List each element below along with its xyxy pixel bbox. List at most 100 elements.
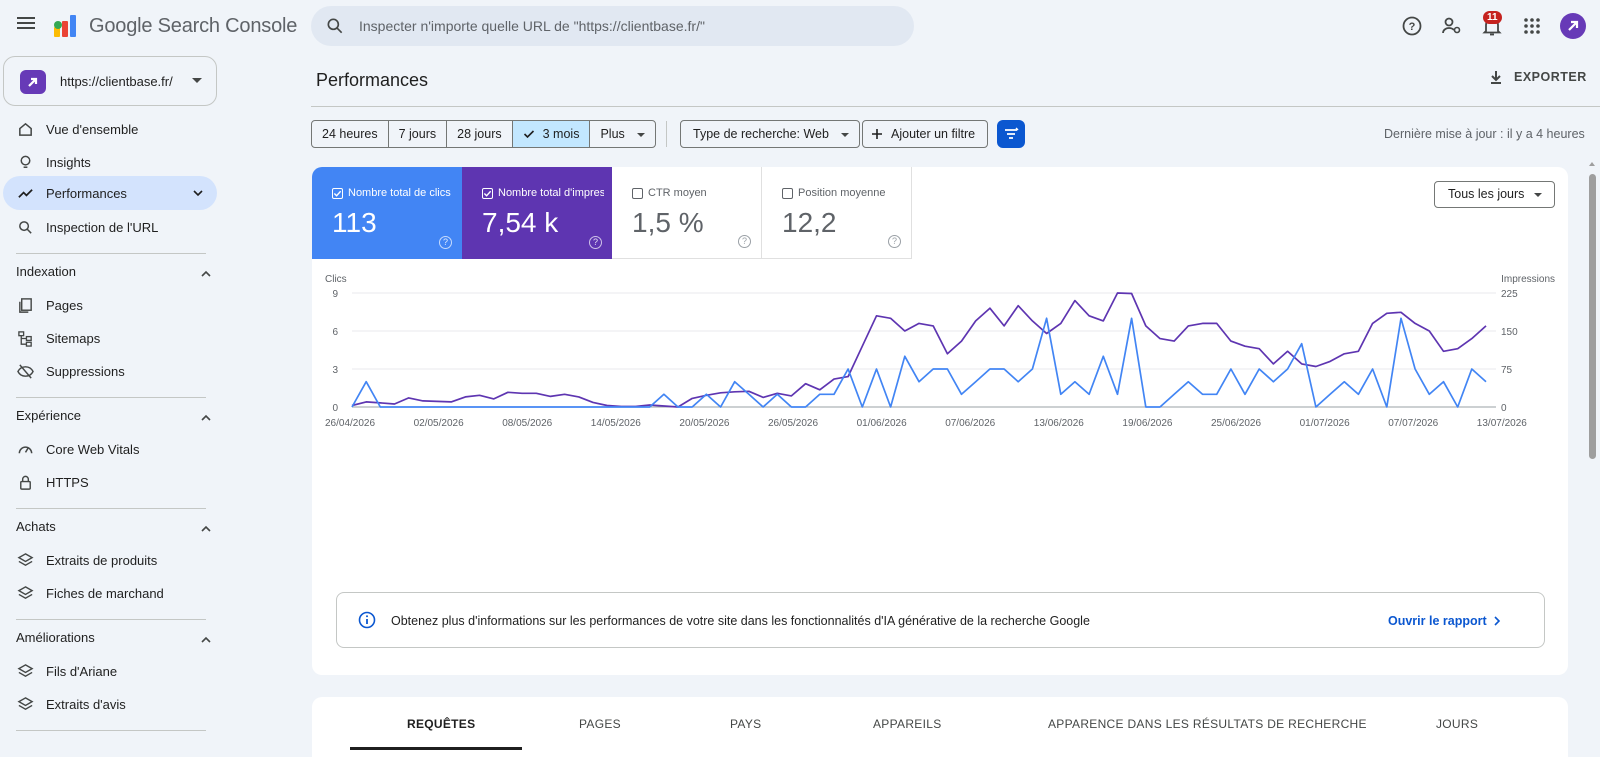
export-button[interactable]: EXPORTER [1514, 70, 1587, 84]
lightbulb-icon [20, 155, 31, 168]
sidebar-item-https[interactable]: HTTPS [3, 465, 217, 499]
sidebar-item-label: HTTPS [46, 475, 89, 490]
chevron-right-icon[interactable] [1491, 614, 1503, 628]
header-divider [311, 106, 1600, 107]
sidebar-item-overview[interactable]: Vue d'ensemble [3, 112, 217, 146]
sidebar-item-insights[interactable]: Insights [3, 145, 217, 179]
account-avatar[interactable] [1560, 13, 1586, 39]
sidebar-item-review-snippets[interactable]: Extraits d'avis [3, 687, 217, 721]
metric-total-impressions[interactable]: Nombre total d'impressions 7,54 k ? [462, 167, 612, 259]
tab-queries[interactable]: REQUÊTES [407, 717, 476, 731]
granularity-label: Tous les jours [1448, 187, 1525, 201]
sidebar-item-removals[interactable]: Suppressions [3, 354, 217, 388]
range-7d-button[interactable]: 7 jours [389, 121, 448, 147]
granularity-select[interactable]: Tous les jours [1434, 181, 1555, 208]
layers-icon [17, 586, 34, 600]
y-right-tick-label: 0 [1501, 403, 1507, 414]
chevron-down-icon [193, 190, 203, 197]
metric-label: Nombre total de clics [348, 187, 451, 199]
dropdown-caret-icon [192, 78, 202, 83]
section-title: Indexation [16, 264, 76, 279]
sidebar-item-pages[interactable]: Pages [3, 288, 217, 322]
tab-dates[interactable]: JOURS [1436, 717, 1479, 731]
sidebar-item-url-inspection[interactable]: Inspection de l'URL [3, 210, 217, 244]
home-icon [19, 122, 32, 136]
sitemap-icon [18, 331, 32, 347]
x-tick-label: 13/07/2026 [1477, 418, 1527, 429]
ai-insights-banner: Obtenez plus d'informations sur les perf… [336, 592, 1545, 648]
apps-grid-icon[interactable] [1520, 14, 1544, 38]
dropdown-caret-icon [840, 132, 849, 137]
metric-value: 12,2 [782, 207, 837, 238]
scrollbar-thumb[interactable] [1589, 174, 1596, 459]
impressions-series-line [351, 292, 1487, 408]
search-type-chip[interactable]: Type de recherche: Web [680, 120, 860, 148]
search-type-label: Type de recherche: Web [693, 127, 829, 141]
sidebar-item-label: Extraits de produits [46, 553, 158, 568]
sidebar-item-sitemaps[interactable]: Sitemaps [3, 321, 217, 355]
top-bar: Google Search Console ? 11 [0, 0, 1600, 52]
gauge-icon [18, 446, 33, 454]
manage-users-icon[interactable] [1440, 14, 1464, 38]
section-header-indexation[interactable]: Indexation [16, 264, 212, 284]
check-icon [523, 130, 534, 139]
tab-devices[interactable]: APPAREILS [873, 717, 942, 731]
help-icon[interactable]: ? [1400, 14, 1424, 38]
x-tick-label: 02/05/2026 [414, 418, 464, 429]
range-3m-button[interactable]: 3 mois [512, 121, 591, 147]
section-header-experience[interactable]: Expérience [16, 408, 212, 428]
metric-average-ctr[interactable]: CTR moyen 1,5 % ? [612, 167, 762, 259]
sidebar-item-label: Performances [46, 186, 127, 201]
sidebar-item-merchant-listings[interactable]: Fiches de marchand [3, 576, 217, 610]
section-title: Achats [16, 519, 56, 534]
filter-separator [666, 121, 667, 147]
menu-icon[interactable] [14, 14, 38, 38]
tab-pages[interactable]: PAGES [579, 717, 621, 731]
metric-total-clicks[interactable]: Nombre total de clics 113 ? [312, 167, 462, 259]
sidebar-item-label: Inspection de l'URL [46, 220, 159, 235]
x-tick-label: 14/05/2026 [591, 418, 641, 429]
app-title: Google Search Console [89, 15, 298, 37]
download-icon[interactable] [1488, 69, 1504, 85]
property-url: https://clientbase.fr/ [60, 74, 173, 89]
help-icon[interactable]: ? [888, 235, 901, 248]
search-console-logo-icon [54, 15, 76, 37]
sidebar-divider [16, 508, 206, 509]
property-selector[interactable]: https://clientbase.fr/ [3, 56, 217, 106]
tab-search-appearance[interactable]: APPARENCE DANS LES RÉSULTATS DE RECHERCH… [1048, 717, 1367, 731]
range-more-button[interactable]: Plus [590, 121, 654, 147]
performance-card: Nombre total de clics 113 ? Nombre total… [312, 167, 1568, 675]
help-icon[interactable]: ? [439, 236, 452, 249]
range-28d-button[interactable]: 28 jours [447, 121, 513, 147]
tab-countries[interactable]: PAYS [730, 717, 762, 731]
page-title: Performances [316, 70, 429, 90]
x-tick-label: 01/06/2026 [857, 418, 907, 429]
search-input[interactable] [359, 6, 899, 46]
section-header-shopping[interactable]: Achats [16, 519, 212, 539]
range-3m-label: 3 mois [542, 127, 580, 141]
x-tick-label: 26/05/2026 [768, 418, 818, 429]
sidebar-item-breadcrumbs[interactable]: Fils d'Ariane [3, 654, 217, 688]
open-report-link[interactable]: Ouvrir le rapport [1388, 614, 1487, 628]
help-icon[interactable]: ? [738, 235, 751, 248]
x-tick-label: 19/06/2026 [1122, 418, 1172, 429]
url-inspection-search[interactable] [311, 6, 914, 46]
section-header-enhancements[interactable]: Améliorations [16, 630, 212, 650]
metric-average-position[interactable]: Position moyenne 12,2 ? [762, 167, 912, 259]
svg-text:?: ? [1409, 21, 1416, 33]
sidebar-item-label: Suppressions [46, 364, 125, 379]
sidebar-item-label: Pages [46, 298, 83, 313]
sidebar-divider [16, 397, 206, 398]
chevron-up-icon [201, 414, 211, 421]
layers-icon [17, 664, 34, 678]
sidebar-item-performances[interactable]: Performances [3, 176, 217, 210]
help-icon[interactable]: ? [589, 236, 602, 249]
filter-options-button[interactable] [997, 120, 1025, 148]
sidebar-item-core-web-vitals[interactable]: Core Web Vitals [3, 432, 217, 466]
range-24h-button[interactable]: 24 heures [312, 121, 389, 147]
page-scrollbar[interactable] [1588, 160, 1596, 757]
add-filter-chip[interactable]: Ajouter un filtre [862, 120, 989, 148]
checkbox-unchecked-icon [782, 188, 793, 199]
sidebar-item-product-snippets[interactable]: Extraits de produits [3, 543, 217, 577]
layers-icon [17, 553, 34, 567]
